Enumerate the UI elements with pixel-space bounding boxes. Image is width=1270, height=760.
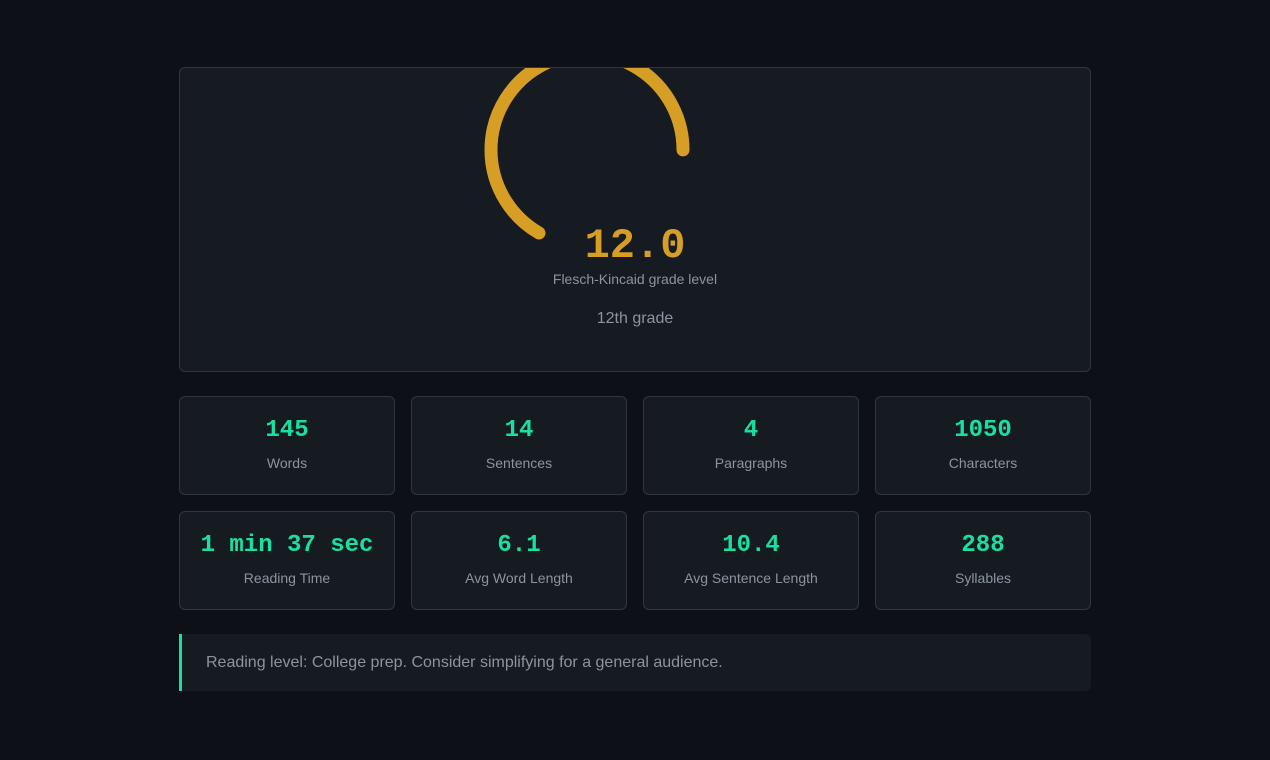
- stat-label: Words: [266, 455, 308, 471]
- grade-gauge-arc: [484, 68, 690, 240]
- stat-value: 1 min 37 sec: [200, 532, 374, 559]
- stat-card-avg-word-length: 6.1 Avg Word Length: [411, 511, 627, 610]
- reading-level-verdict: Reading level: College prep. Consider si…: [179, 634, 1091, 691]
- grade-gauge-card: 12.0 Flesch-Kincaid grade level 12th gra…: [179, 67, 1091, 372]
- stat-card-syllables: 288 Syllables: [875, 511, 1091, 610]
- readability-panel: 12.0 Flesch-Kincaid grade level 12th gra…: [179, 67, 1091, 691]
- stat-value: 10.4: [722, 532, 780, 559]
- stats-grid: 145 Words 14 Sentences 4 Paragraphs 1050…: [179, 396, 1091, 610]
- stat-label: Sentences: [485, 455, 553, 471]
- stat-label: Characters: [948, 455, 1018, 471]
- stat-label: Paragraphs: [714, 455, 788, 471]
- stat-card-characters: 1050 Characters: [875, 396, 1091, 495]
- stat-value: 6.1: [497, 532, 541, 559]
- grade-value: 12.0: [584, 222, 686, 270]
- grade-caption: Flesch-Kincaid grade level: [552, 271, 718, 287]
- stat-card-paragraphs: 4 Paragraphs: [643, 396, 859, 495]
- stat-value: 145: [265, 417, 309, 444]
- stat-card-avg-sentence-length: 10.4 Avg Sentence Length: [643, 511, 859, 610]
- stat-value: 14: [504, 417, 534, 444]
- stat-card-words: 145 Words: [179, 396, 395, 495]
- stat-card-sentences: 14 Sentences: [411, 396, 627, 495]
- stat-value: 4: [743, 417, 759, 444]
- stat-value: 1050: [954, 417, 1012, 444]
- grade-description: 12th grade: [596, 310, 674, 327]
- stat-label: Syllables: [954, 570, 1012, 586]
- stat-label: Avg Word Length: [465, 570, 573, 586]
- grade-gauge: [484, 68, 690, 240]
- stat-label: Reading Time: [243, 570, 331, 586]
- stat-value: 288: [961, 532, 1005, 559]
- stat-label: Avg Sentence Length: [684, 570, 818, 586]
- stat-card-reading-time: 1 min 37 sec Reading Time: [179, 511, 395, 610]
